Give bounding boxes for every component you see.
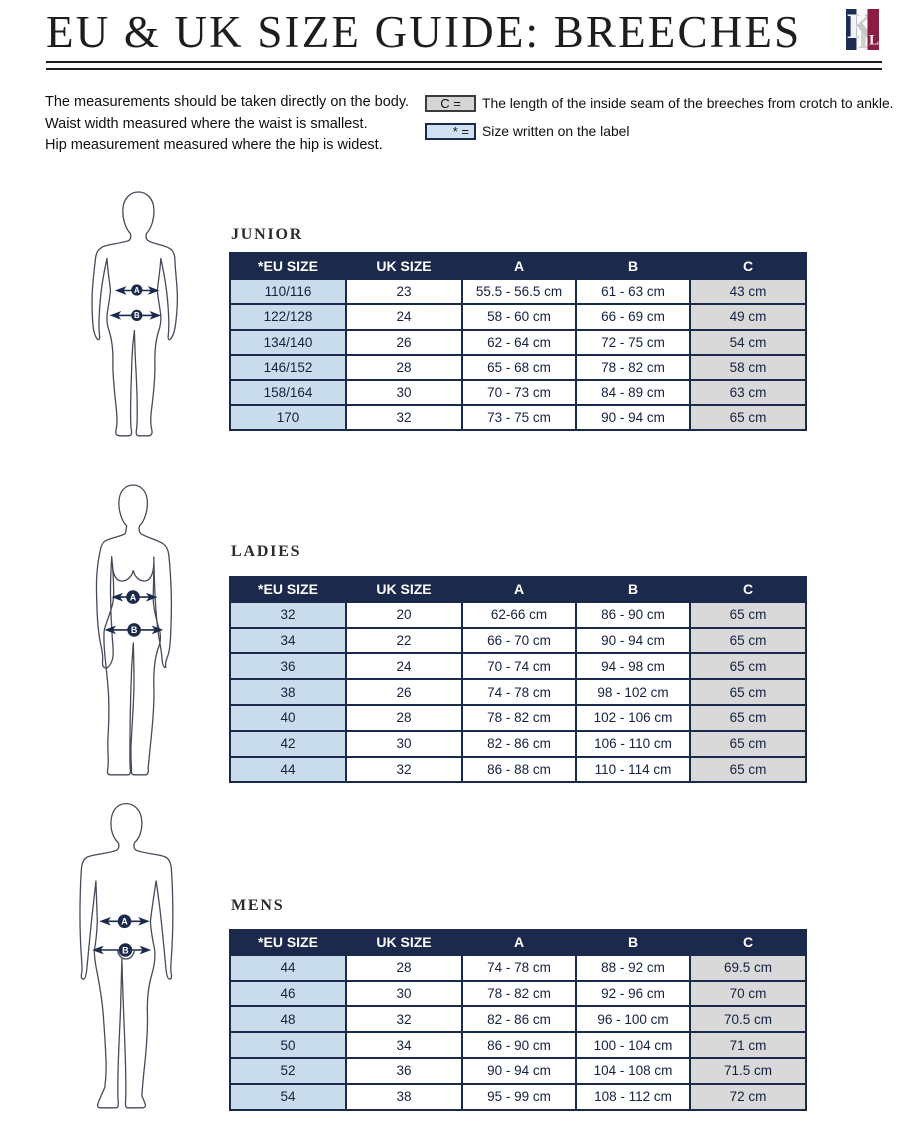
svg-text:A: A (121, 917, 128, 927)
svg-text:K: K (847, 9, 875, 46)
svg-text:A: A (130, 592, 137, 602)
svg-text:B: B (134, 311, 140, 320)
svg-text:K: K (847, 9, 875, 46)
svg-text:L: L (858, 22, 878, 50)
svg-text:A: A (134, 286, 140, 295)
svg-text:B: B (122, 945, 129, 955)
svg-text:B: B (131, 625, 138, 635)
svg-text:L: L (869, 33, 879, 49)
